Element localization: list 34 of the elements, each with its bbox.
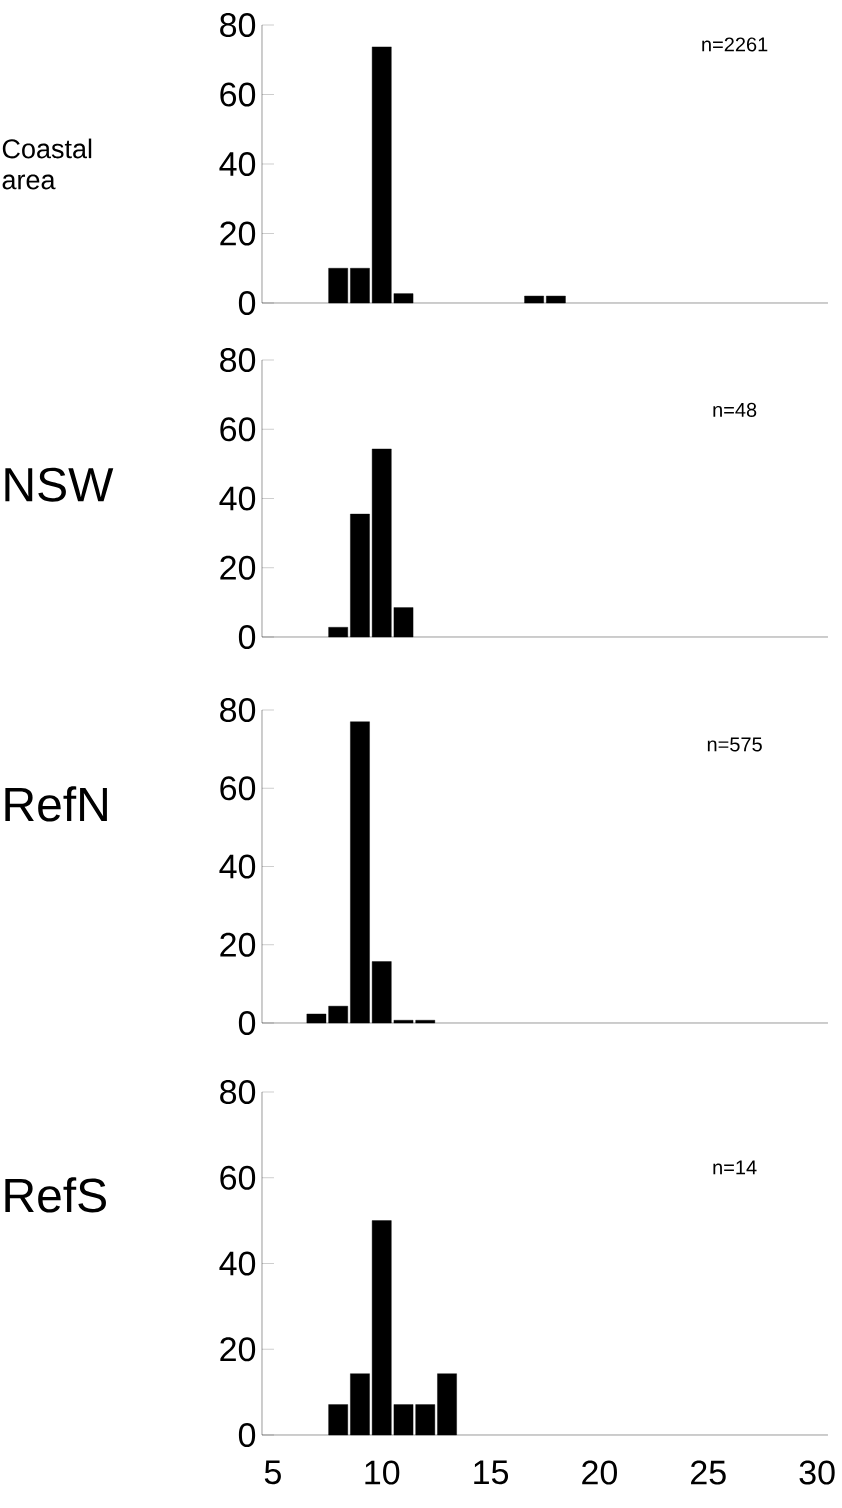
x-tick-label: 20 xyxy=(582,1460,617,1485)
x-tick-label: 30 xyxy=(799,1460,835,1485)
x-tick-label: 15 xyxy=(474,1460,509,1485)
y-tick-label: 40 xyxy=(219,486,256,511)
y-tick-label: 40 xyxy=(219,151,256,177)
y-tick-label: 60 xyxy=(220,1165,256,1190)
y-axis-title: Coastal area xyxy=(2,138,92,190)
y-tick-label: 80 xyxy=(220,347,256,373)
x-tick-label: 10 xyxy=(365,1460,400,1485)
y-tick-label: 40 xyxy=(219,854,256,879)
y-tick-label: 60 xyxy=(220,82,256,107)
y-tick-label: 0 xyxy=(238,1422,256,1448)
annotation: n=575 xyxy=(707,737,762,752)
x-tick-label: 25 xyxy=(691,1460,726,1485)
y-axis-title: RefS xyxy=(5,1177,106,1213)
x-tick-label: 5 xyxy=(264,1460,281,1485)
y-axis-title: NSW xyxy=(5,467,114,502)
y-tick-label: 0 xyxy=(238,624,256,650)
y-tick-label: 80 xyxy=(220,697,256,723)
y-tick-label: 20 xyxy=(220,1337,256,1362)
annotation: n=2261 xyxy=(702,37,768,52)
y-tick-label: 80 xyxy=(220,12,256,38)
annotation: n=14 xyxy=(713,1160,757,1175)
y-axis-title: RefN xyxy=(5,786,107,822)
y-tick-label: 20 xyxy=(220,932,256,957)
y-tick-label: 20 xyxy=(220,555,256,580)
y-tick-label: 0 xyxy=(238,1010,256,1036)
y-tick-label: 40 xyxy=(219,1251,256,1276)
y-tick-label: 0 xyxy=(238,290,256,316)
y-tick-label: 60 xyxy=(220,776,256,801)
annotation: n=48 xyxy=(713,402,757,417)
y-tick-label: 80 xyxy=(220,1079,256,1105)
y-tick-label: 60 xyxy=(220,417,256,442)
y-tick-label: 20 xyxy=(220,221,256,246)
